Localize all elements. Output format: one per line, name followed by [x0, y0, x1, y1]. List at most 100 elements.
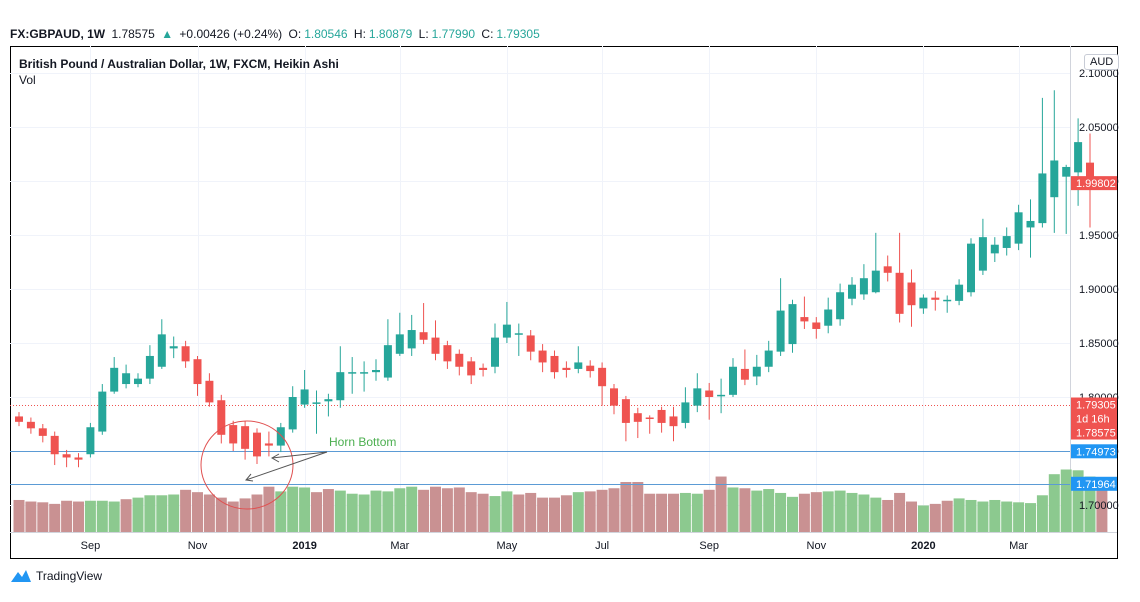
- volume-bar: [239, 498, 251, 532]
- candle-body: [193, 359, 202, 385]
- volume-bar: [965, 499, 977, 532]
- candle-body: [693, 388, 702, 406]
- candle-body: [407, 330, 416, 349]
- volume-bar: [477, 493, 489, 532]
- candle-body: [145, 355, 154, 379]
- volume-bar: [287, 486, 299, 532]
- volume-bar: [275, 491, 287, 532]
- candle-body: [157, 334, 166, 367]
- volume-bar: [180, 489, 192, 532]
- last-price: 1.78575: [111, 27, 155, 41]
- time-tick-label: May: [497, 540, 518, 552]
- volume-bar: [691, 493, 703, 532]
- volume-bar: [192, 492, 203, 532]
- volume-bar: [787, 496, 798, 532]
- candle-body: [598, 367, 607, 387]
- candle-body: [50, 435, 59, 455]
- price-tick-label: 2.05000: [1079, 122, 1119, 134]
- price-label-box: [1071, 444, 1117, 459]
- candle-body: [1002, 236, 1011, 248]
- candle-body: [467, 361, 476, 376]
- volume-bar: [382, 491, 394, 532]
- candle-body: [241, 426, 250, 449]
- close-label: C:: [481, 27, 494, 41]
- candle-body: [1014, 212, 1023, 244]
- candle-body: [931, 297, 940, 300]
- symbol-header: FX:GBPAUD, 1W 1.78575 ▲ +0.00426 (+0.24%…: [10, 27, 543, 41]
- time-tick-label: Nov: [188, 540, 208, 552]
- candle-body: [752, 366, 761, 377]
- volume-bar: [906, 501, 917, 532]
- open-label: O:: [288, 27, 302, 41]
- candle-body: [657, 409, 666, 423]
- candle-body: [574, 362, 583, 369]
- candle-body: [883, 266, 892, 273]
- volume-bar: [203, 494, 215, 532]
- volume-bar: [846, 492, 858, 532]
- candle-body: [848, 284, 856, 299]
- candle-body: [812, 322, 821, 329]
- annotation-arrowhead: [270, 453, 280, 463]
- volume-bar: [346, 493, 358, 532]
- volume-bar: [263, 486, 275, 532]
- time-axis[interactable]: Sep Nov 2019 Mar May Jul Sep Nov 2020 Mar: [81, 540, 1029, 552]
- candle-body: [919, 297, 928, 309]
- volume-bar: [453, 487, 465, 532]
- volume-bar: [84, 500, 96, 532]
- volume-bar: [251, 494, 263, 532]
- tradingview-logo-icon: [11, 570, 31, 582]
- volume-bar: [513, 494, 525, 532]
- volume-bar: [632, 482, 644, 532]
- low-value: 1.77990: [431, 27, 476, 41]
- candle-body: [502, 324, 511, 338]
- volume-bar: [1072, 470, 1084, 532]
- volume-bar: [870, 497, 882, 532]
- annotation-text: Horn Bottom: [329, 435, 396, 449]
- candle-body: [1038, 173, 1047, 224]
- candle-body: [895, 272, 904, 314]
- candle-body: [491, 337, 499, 367]
- candle-body: [526, 335, 535, 352]
- volume-bar: [144, 495, 156, 532]
- volume-bar: [715, 476, 727, 532]
- candle-body: [419, 332, 428, 340]
- volume-bar: [1036, 495, 1048, 532]
- footer-brand[interactable]: TradingView: [10, 569, 102, 583]
- volume-bar: [49, 503, 61, 532]
- candle-body: [729, 366, 737, 395]
- candle-body: [15, 416, 23, 422]
- candle-body: [360, 372, 369, 374]
- price-label-box: [1071, 476, 1117, 491]
- candle-body: [348, 372, 357, 374]
- volume-bar: [418, 489, 430, 532]
- candle-body: [514, 333, 523, 335]
- volume-bar: [406, 486, 418, 532]
- price-chart[interactable]: Horn Bottom 2.100002.050002.000001.95000…: [0, 0, 1140, 560]
- volume-bar: [703, 489, 715, 532]
- footer-brand-label: TradingView: [36, 569, 103, 583]
- symbol-label[interactable]: FX:GBPAUD, 1W: [10, 27, 106, 41]
- volume-bar: [37, 502, 49, 532]
- candle-body: [824, 309, 833, 326]
- candle-body: [800, 317, 809, 322]
- candle-body: [110, 367, 119, 392]
- candle-body: [610, 388, 618, 406]
- candle-body: [1026, 220, 1035, 228]
- candle-body: [859, 278, 868, 295]
- candle-body: [776, 310, 785, 352]
- volume-bar: [537, 497, 549, 532]
- chart-title: British Pound / Australian Dollar, 1W, F…: [19, 57, 339, 71]
- volume-bar: [739, 488, 751, 532]
- volume-bar: [917, 505, 929, 532]
- volume-bar: [953, 498, 965, 532]
- time-tick-label: Nov: [807, 540, 827, 552]
- candle-body: [395, 334, 404, 354]
- horn-bottom-annotation[interactable]: Horn Bottom: [200, 420, 396, 510]
- candle-body: [229, 425, 238, 444]
- currency-button[interactable]: AUD: [1084, 54, 1120, 70]
- volume-bar: [227, 501, 239, 532]
- candle-body: [621, 399, 630, 423]
- candle-body: [978, 237, 987, 271]
- volume-bar: [501, 491, 513, 532]
- price-label-text: 1.74973: [1076, 446, 1116, 458]
